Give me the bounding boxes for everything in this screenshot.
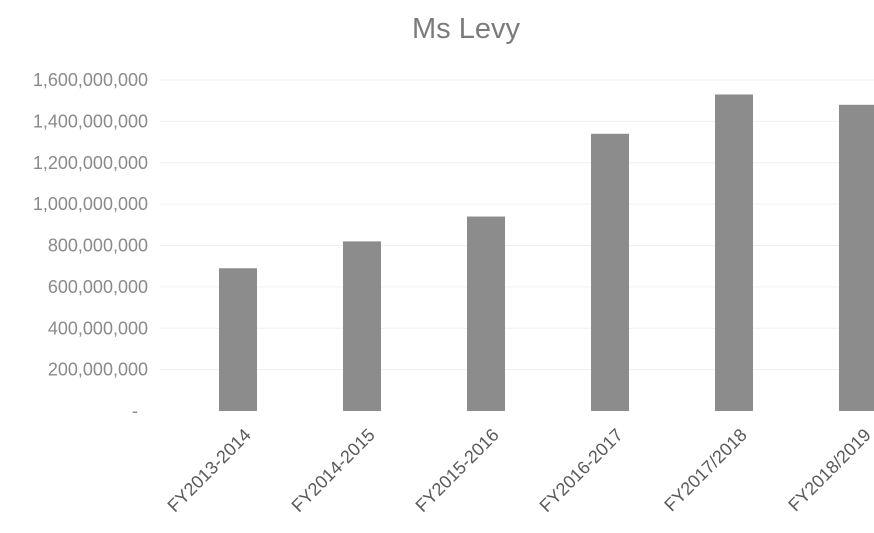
x-tick-label: FY2013-2014: [164, 425, 255, 516]
y-axis: - 200,000,000 400,000,000 600,000,000 800,00…: [33, 70, 148, 421]
bar: [467, 216, 505, 411]
bar: [219, 268, 257, 411]
y-tick-label: 200,000,000: [48, 360, 148, 380]
bars: [219, 94, 874, 411]
x-tick-label: FY2014-2015: [288, 425, 379, 516]
y-tick-label: -: [132, 401, 138, 421]
y-tick-label: 800,000,000: [48, 236, 148, 256]
x-tick-label: FY2017/2018: [660, 425, 751, 516]
x-axis: FY2013-2014 FY2014-2015 FY2015-2016 FY2016-…: [164, 425, 874, 516]
y-tick-label: 400,000,000: [48, 318, 148, 338]
x-tick-label: FY2016-2017: [536, 425, 627, 516]
y-tick-label: 1,000,000,000: [33, 194, 148, 214]
bar: [839, 104, 874, 411]
x-tick-label: FY2015-2016: [412, 425, 503, 516]
bar: [343, 241, 381, 411]
chart-title: Ms Levy: [412, 13, 520, 45]
y-tick-label: 600,000,000: [48, 277, 148, 297]
gridlines: [160, 79, 874, 371]
y-tick-label: 1,200,000,000: [33, 153, 148, 173]
bar: [591, 133, 629, 411]
y-tick-label: 1,600,000,000: [33, 70, 148, 90]
y-tick-label: 1,400,000,000: [33, 111, 148, 131]
x-tick-label: FY2018/2019: [784, 425, 874, 516]
bar: [715, 94, 753, 411]
